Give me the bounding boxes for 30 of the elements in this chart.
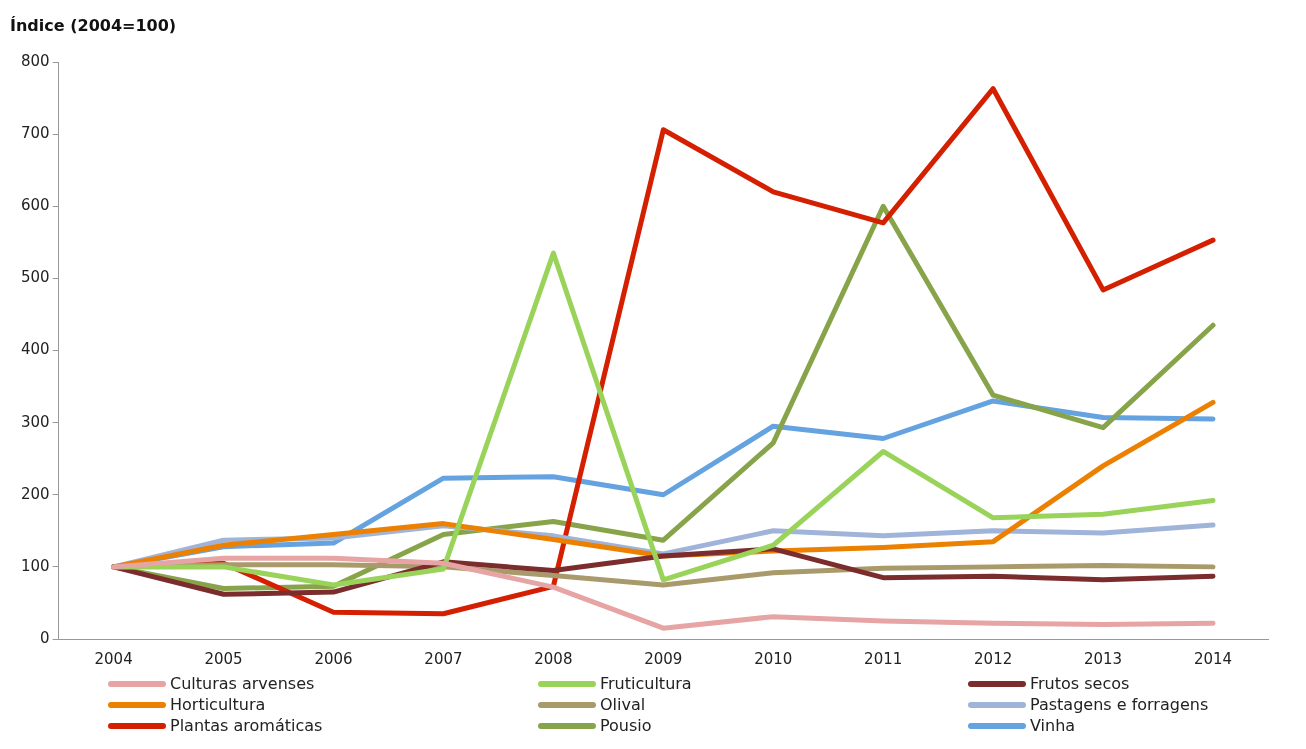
legend-label: Culturas arvenses [170,673,315,694]
x-tick-label: 2004 [94,649,133,668]
y-tick-label: 800 [20,51,50,70]
x-tick-label: 2006 [314,649,353,668]
x-tick-label: 2011 [864,649,903,668]
legend-label: Plantas aromáticas [170,715,323,736]
y-axis-title: Índice (2004=100) [10,16,177,35]
y-tick-label: 500 [20,268,50,287]
legend-label: Horticultura [170,694,266,715]
legend-label: Pousio [600,715,652,736]
x-tick-label: 2007 [424,649,463,668]
legend-label: Pastagens e forragens [1030,694,1209,715]
y-tick-label: 400 [20,340,50,359]
x-tick-label: 2008 [534,649,573,668]
x-tick-label: 2009 [644,649,683,668]
x-tick-label: 2010 [754,649,793,668]
legend-label: Frutos secos [1030,673,1130,694]
legend-label: Olival [600,694,646,715]
y-tick-label: 600 [20,196,50,215]
x-tick-label: 2005 [204,649,243,668]
legend-label: Fruticultura [600,673,692,694]
y-tick-label: 0 [40,628,50,647]
x-tick-label: 2013 [1083,649,1123,668]
y-tick-label: 300 [20,412,50,431]
y-tick-label: 100 [20,556,50,575]
y-tick-label: 700 [20,124,50,143]
x-tick-label: 2014 [1193,649,1233,668]
y-tick-label: 200 [20,484,50,503]
x-tick-label: 2012 [974,649,1013,668]
legend-label: Vinha [1030,715,1076,736]
